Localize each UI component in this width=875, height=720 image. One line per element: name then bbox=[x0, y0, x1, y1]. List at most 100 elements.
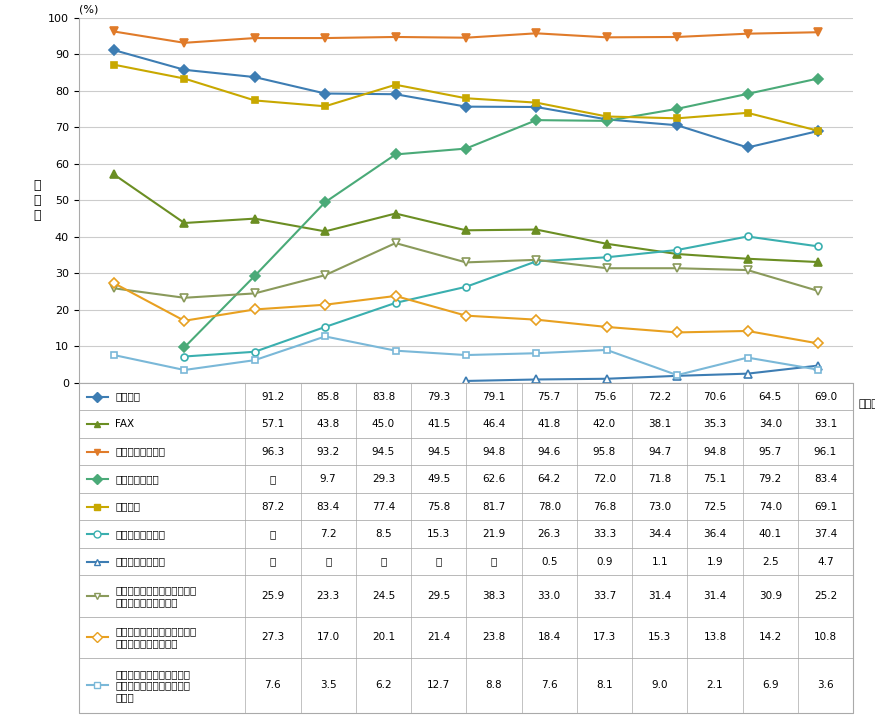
Text: 21.4: 21.4 bbox=[427, 632, 451, 642]
Text: 75.8: 75.8 bbox=[427, 502, 451, 511]
Text: 10.8: 10.8 bbox=[814, 632, 837, 642]
Text: 2018: 2018 bbox=[733, 399, 761, 409]
Text: 27.3: 27.3 bbox=[262, 632, 284, 642]
Text: 3.5: 3.5 bbox=[320, 680, 337, 690]
Text: 15.3: 15.3 bbox=[648, 632, 671, 642]
Text: 37.4: 37.4 bbox=[814, 529, 837, 539]
Text: 45.0: 45.0 bbox=[372, 419, 395, 429]
Text: インターネットに接続できる
携帯型音楽プレイヤー: インターネットに接続できる 携帯型音楽プレイヤー bbox=[116, 626, 197, 648]
Text: 14.2: 14.2 bbox=[759, 632, 782, 642]
Y-axis label: 保
有
率: 保 有 率 bbox=[33, 179, 40, 222]
Text: 62.6: 62.6 bbox=[482, 474, 506, 484]
Text: (n=17,040): (n=17,040) bbox=[581, 414, 633, 423]
Text: 41.5: 41.5 bbox=[427, 419, 451, 429]
Text: 83.8: 83.8 bbox=[372, 392, 395, 402]
Text: 64.2: 64.2 bbox=[537, 474, 561, 484]
Text: 72.2: 72.2 bbox=[648, 392, 671, 402]
Text: 6.2: 6.2 bbox=[375, 680, 392, 690]
Bar bbox=[79, 521, 853, 548]
Text: 7.2: 7.2 bbox=[320, 529, 337, 539]
Text: 75.1: 75.1 bbox=[704, 474, 726, 484]
Text: 72.5: 72.5 bbox=[704, 502, 726, 511]
Text: 15.3: 15.3 bbox=[427, 529, 451, 539]
Text: 83.4: 83.4 bbox=[317, 502, 340, 511]
Text: 2009: 2009 bbox=[100, 399, 128, 409]
Text: ウェアラブル端末: ウェアラブル端末 bbox=[116, 557, 165, 567]
Bar bbox=[79, 492, 853, 521]
Text: 94.5: 94.5 bbox=[372, 446, 395, 456]
Text: (n=14,765): (n=14,765) bbox=[510, 414, 562, 423]
Text: 25.2: 25.2 bbox=[814, 591, 837, 601]
Text: 38.1: 38.1 bbox=[648, 419, 671, 429]
Text: 96.3: 96.3 bbox=[262, 446, 284, 456]
Text: 17.3: 17.3 bbox=[593, 632, 616, 642]
Text: －: － bbox=[270, 557, 276, 567]
Text: 18.4: 18.4 bbox=[537, 632, 561, 642]
Text: 95.8: 95.8 bbox=[593, 446, 616, 456]
Text: 35.3: 35.3 bbox=[704, 419, 726, 429]
Text: 2017: 2017 bbox=[663, 399, 691, 409]
Text: 7.6: 7.6 bbox=[541, 680, 557, 690]
Text: (n=20,418): (n=20,418) bbox=[299, 414, 351, 423]
Text: 2015: 2015 bbox=[522, 399, 550, 409]
Text: 78.0: 78.0 bbox=[537, 502, 561, 511]
Text: －: － bbox=[491, 557, 497, 567]
Text: 33.3: 33.3 bbox=[593, 529, 616, 539]
Text: 29.3: 29.3 bbox=[372, 474, 395, 484]
Text: 75.7: 75.7 bbox=[537, 392, 561, 402]
Text: 9.0: 9.0 bbox=[652, 680, 668, 690]
Bar bbox=[79, 465, 853, 492]
Text: 74.0: 74.0 bbox=[759, 502, 781, 511]
Text: モバイル端末全体: モバイル端末全体 bbox=[116, 446, 165, 456]
Text: 2.5: 2.5 bbox=[762, 557, 779, 567]
Text: 94.8: 94.8 bbox=[704, 446, 726, 456]
Bar bbox=[79, 658, 853, 713]
Text: 2011: 2011 bbox=[241, 399, 269, 409]
Text: (%): (%) bbox=[79, 4, 98, 14]
Text: 8.8: 8.8 bbox=[486, 680, 502, 690]
Text: 72.0: 72.0 bbox=[593, 474, 616, 484]
Text: スマートフォン: スマートフォン bbox=[116, 474, 159, 484]
Text: 38.3: 38.3 bbox=[482, 591, 506, 601]
Text: その他インターネットに接
続できる家電（スマート家
電）等: その他インターネットに接 続できる家電（スマート家 電）等 bbox=[116, 669, 191, 702]
Text: 0.9: 0.9 bbox=[596, 557, 612, 567]
Text: 43.8: 43.8 bbox=[317, 419, 340, 429]
Text: 94.5: 94.5 bbox=[427, 446, 451, 456]
Text: 固定電話: 固定電話 bbox=[116, 392, 140, 402]
Text: 31.4: 31.4 bbox=[704, 591, 726, 601]
Text: 31.4: 31.4 bbox=[648, 591, 671, 601]
Text: 33.1: 33.1 bbox=[814, 419, 837, 429]
Text: 2010: 2010 bbox=[171, 399, 199, 409]
Text: 8.1: 8.1 bbox=[596, 680, 612, 690]
Text: 36.4: 36.4 bbox=[704, 529, 726, 539]
Text: 7.6: 7.6 bbox=[264, 680, 281, 690]
Text: 2013: 2013 bbox=[382, 399, 410, 409]
Text: 12.7: 12.7 bbox=[427, 680, 451, 690]
Text: 69.0: 69.0 bbox=[814, 392, 837, 402]
Text: 91.2: 91.2 bbox=[262, 392, 284, 402]
Text: 21.9: 21.9 bbox=[482, 529, 506, 539]
Text: 13.8: 13.8 bbox=[704, 632, 726, 642]
Text: (n=16,529): (n=16,529) bbox=[440, 414, 492, 423]
Text: 26.3: 26.3 bbox=[537, 529, 561, 539]
Text: 69.1: 69.1 bbox=[814, 502, 837, 511]
Bar bbox=[79, 575, 853, 616]
Text: 76.8: 76.8 bbox=[593, 502, 616, 511]
Text: 2019: 2019 bbox=[804, 399, 832, 409]
Text: （年）: （年） bbox=[858, 400, 875, 410]
Text: 64.5: 64.5 bbox=[759, 392, 782, 402]
Text: 2012: 2012 bbox=[311, 399, 340, 409]
Text: 3.6: 3.6 bbox=[817, 680, 834, 690]
Text: 94.7: 94.7 bbox=[648, 446, 671, 456]
Text: 23.8: 23.8 bbox=[482, 632, 506, 642]
Text: (n=15,410): (n=15,410) bbox=[792, 414, 844, 423]
Text: インターネットに接続できる
家庭用テレビゲーム機: インターネットに接続できる 家庭用テレビゲーム機 bbox=[116, 585, 197, 607]
Text: 24.5: 24.5 bbox=[372, 591, 395, 601]
Text: 93.2: 93.2 bbox=[317, 446, 340, 456]
Text: 77.4: 77.4 bbox=[372, 502, 395, 511]
Text: 1.9: 1.9 bbox=[707, 557, 724, 567]
Text: 46.4: 46.4 bbox=[482, 419, 506, 429]
Text: 42.0: 42.0 bbox=[593, 419, 616, 429]
Text: 30.9: 30.9 bbox=[759, 591, 781, 601]
Text: パソコン: パソコン bbox=[116, 502, 140, 511]
